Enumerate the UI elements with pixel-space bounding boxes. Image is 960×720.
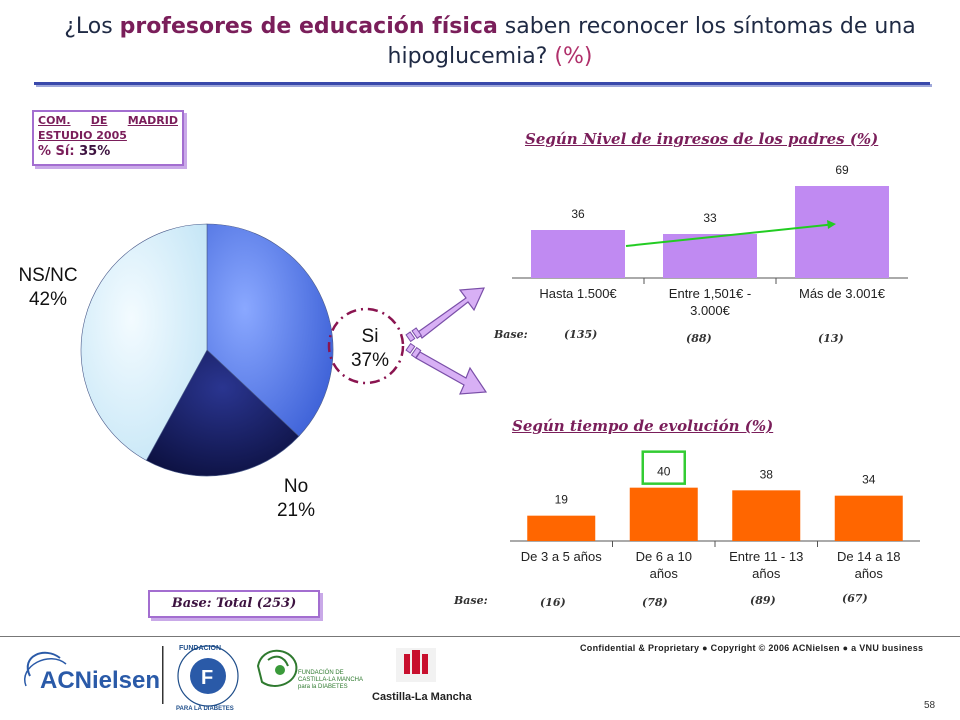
evolution-base-1: (16) — [540, 596, 566, 609]
castilla-la-mancha-logo: Castilla-La Mancha — [372, 648, 473, 703]
svg-text:FUNDACION: FUNDACION — [179, 645, 221, 652]
bar-value-label-3: 34 — [862, 473, 876, 487]
income-base-3: (13) — [818, 332, 844, 345]
fundacion-diabetes-logo: F FUNDACION PARA LA DIABETES — [176, 645, 239, 712]
evolution-chart-title: Según tiempo de evolución (%) — [512, 417, 774, 435]
title-rule — [34, 82, 930, 85]
bar-2 — [795, 186, 889, 278]
income-base-2: (88) — [686, 332, 712, 345]
fundacion-clm-logo: FUNDACIÓN DE CASTILLA-LA MANCHA para la … — [256, 649, 363, 690]
acnielsen-logo-text: ACNielsen — [40, 667, 160, 694]
pie-label-1: No — [284, 476, 308, 497]
evolution-base-2: (78) — [642, 596, 668, 609]
page-title: ¿Los profesores de educación física sabe… — [40, 12, 940, 72]
evolution-bar-chart: 19 De 3 a 5 años 40 De 6 a 10 años 38 Entre 11… — [510, 450, 920, 581]
clm-logo-text: Castilla-La Mancha — [372, 691, 473, 703]
pie-value-label-1: 21% — [277, 500, 315, 521]
base-total-box: Base: Total (253) — [148, 590, 320, 618]
evolution-base-3: (89) — [750, 594, 776, 607]
charts-canvas: Si 37% No 21% NS/NC 42% 36 Hasta 1.500€ 33 Entre… — [18, 163, 920, 581]
bar-value-label-2: 38 — [760, 467, 774, 481]
bar-value-label-1: 33 — [703, 211, 717, 225]
evolution-base-4: (67) — [842, 592, 868, 605]
pie-label-2: NS/NC — [18, 265, 77, 286]
pie-slice-no — [145, 349, 300, 477]
category-label-1: Entre 1,501€ -3.000€ — [669, 286, 751, 318]
bar-value-label-0: 36 — [571, 207, 585, 221]
category-label-3: De 14 a 18 años — [837, 549, 901, 581]
arrow-down-icon — [405, 342, 488, 395]
category-label-2: Entre 11 - 13 años — [729, 549, 803, 581]
madrid-line1b: DE — [90, 114, 108, 127]
acnielsen-logo: ACNielsen — [24, 651, 160, 694]
title-part1: ¿Los — [64, 14, 120, 39]
madrid-line2: ESTUDIO 2005 — [38, 129, 127, 142]
bar-value-label-2: 69 — [835, 163, 849, 177]
category-label-0: Hasta 1.500€ — [539, 286, 617, 301]
bar-0 — [527, 515, 596, 541]
svg-text:para la DIABETES: para la DIABETES — [298, 684, 348, 690]
title-part2: saben reconocer los síntomas de una hipo… — [387, 14, 916, 69]
category-label-1: De 6 a 10 años — [636, 549, 692, 581]
pie-chart — [80, 223, 334, 477]
footer-logos: ACNielsen F FUNDACION PARA LA DIABETES F… — [24, 645, 473, 712]
income-base-label: Base: — [494, 328, 528, 341]
svg-text:PARA LA DIABETES: PARA LA DIABETES — [176, 706, 234, 712]
madrid-si-value: 35% — [79, 144, 111, 159]
income-bar-chart: 36 Hasta 1.500€ 33 Entre 1,501€ -3.000€ 69 Má… — [512, 163, 908, 318]
bar-0 — [531, 230, 625, 278]
highlight-box — [641, 450, 686, 485]
pie-value-label-0: 37% — [351, 350, 389, 371]
madrid-reference-box: COM. DE MADRID ESTUDIO 2005 % Sí: 35% — [32, 110, 184, 166]
category-label-2: Más de 3.001€ — [799, 286, 886, 301]
trend-arrow-icon — [827, 220, 836, 229]
svg-text:F: F — [201, 667, 213, 689]
pie-labels: Si 37% No 21% NS/NC 42% — [18, 265, 389, 521]
logo-divider — [162, 646, 164, 704]
page-number: 58 — [924, 700, 936, 711]
si-highlight-circle — [327, 307, 405, 385]
confidential-notice: Confidential & Proprietary ● Copyright ©… — [580, 643, 924, 653]
pie-label-0: Si — [362, 326, 379, 347]
pie-slice-si — [206, 223, 334, 437]
pie-slice-nsnc — [80, 223, 208, 461]
bar-value-label-1: 40 — [657, 465, 671, 479]
title-bold: profesores de educación física — [119, 14, 498, 39]
footer-rule — [0, 636, 960, 637]
bar-3 — [834, 495, 903, 541]
svg-text:CASTILLA-LA MANCHA: CASTILLA-LA MANCHA — [298, 677, 363, 683]
category-label-0: De 3 a 5 años — [521, 549, 602, 564]
pie-value-label-2: 42% — [29, 289, 67, 310]
trend-line — [625, 223, 831, 247]
bar-2 — [732, 490, 801, 541]
arrow-up-icon — [405, 287, 485, 343]
madrid-si-label: % Sí: — [38, 144, 75, 159]
madrid-line1a: COM. — [38, 114, 71, 127]
bar-1 — [629, 487, 698, 541]
svg-text:FUNDACIÓN DE: FUNDACIÓN DE — [298, 669, 344, 676]
title-pct: (%) — [554, 44, 593, 69]
income-chart-title: Según Nivel de ingresos de los padres (%… — [525, 130, 879, 148]
income-base-1: (135) — [564, 328, 598, 341]
evolution-base-label: Base: — [454, 594, 488, 607]
bar-value-label-0: 19 — [555, 493, 569, 507]
madrid-line1c: MADRID — [127, 114, 178, 127]
